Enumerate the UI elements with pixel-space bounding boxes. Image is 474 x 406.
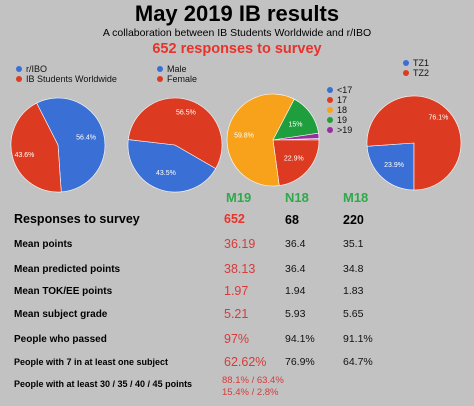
- legend-swatch: [327, 87, 333, 93]
- table-cell: 64.7%: [343, 356, 373, 368]
- legend-entry: IB Students Worldwide: [26, 74, 117, 84]
- legend-swatch: [157, 66, 163, 72]
- row-label: Mean predicted points: [14, 264, 121, 275]
- table-cell: 35.1: [343, 238, 364, 250]
- table-cell: 5.65: [343, 308, 364, 320]
- pie-slice-label: 22.9%: [284, 156, 304, 163]
- legend-swatch: [327, 127, 333, 133]
- pie-slice-label: 56.4%: [76, 135, 96, 142]
- pie-slice-label: 56.5%: [176, 110, 196, 117]
- row-label: Mean TOK/EE points: [14, 286, 113, 297]
- legend-swatch: [327, 97, 333, 103]
- legend-swatch: [403, 60, 409, 66]
- pie-slice-tz2: [366, 95, 462, 191]
- legend-entry: TZ2: [413, 68, 429, 78]
- legend-entry: 19: [337, 115, 347, 125]
- page-title: May 2019 IB results: [134, 1, 340, 26]
- legend-swatch: [16, 66, 22, 72]
- table-cell: 34.8: [343, 263, 364, 275]
- table-cell: 5.93: [285, 308, 306, 320]
- legend-swatch: [327, 107, 333, 113]
- table-cell: 1.83: [343, 285, 364, 297]
- table-cell: 94.1%: [285, 333, 315, 345]
- legend-entry: r/IBO: [26, 64, 47, 74]
- row-label: Mean points: [14, 239, 73, 250]
- pie-slice-label: 59.8%: [234, 132, 254, 139]
- table-cell: 97%: [224, 332, 250, 346]
- pie-slice-17: [272, 139, 320, 186]
- row-label: People who passed: [14, 334, 107, 345]
- legend-swatch: [403, 70, 409, 76]
- pie-slice-r-ibo: [36, 97, 106, 193]
- page-subtitle: A collaboration between IB Students Worl…: [102, 27, 372, 39]
- column-header-n18: N18: [285, 190, 309, 205]
- legend-entry: >19: [337, 125, 352, 135]
- table-cell: 88.1% / 63.4%: [222, 375, 284, 386]
- table-cell: 91.1%: [343, 333, 373, 345]
- table-cell: 36.4: [285, 238, 306, 250]
- legend-entry: TZ1: [413, 58, 429, 68]
- row-label: Responses to survey: [14, 212, 140, 226]
- legend-entry: Female: [167, 74, 197, 84]
- column-header-m19: M19: [226, 190, 252, 205]
- pie-slice-label: 15%: [288, 122, 302, 129]
- row-label: People with at least 30 / 35 / 40 / 45 p…: [14, 379, 193, 389]
- pie-slice-label: 76.1%: [428, 114, 448, 121]
- table-cell: 36.19: [224, 237, 256, 251]
- table-cell: 652: [224, 212, 245, 226]
- legend-entry: 18: [337, 105, 347, 115]
- pie-slice-male: [127, 139, 217, 193]
- legend-swatch: [16, 76, 22, 82]
- table-cell: 68: [285, 213, 299, 227]
- pie-slice-label: 43.6%: [15, 152, 35, 159]
- table-cell: 1.97: [224, 284, 249, 298]
- table-cell: 76.9%: [285, 356, 315, 368]
- table-cell: 62.62%: [224, 355, 267, 369]
- pie-slice-18: [226, 93, 295, 187]
- pie-slice-label: 43.5%: [156, 170, 176, 177]
- table-cell: 36.4: [285, 263, 306, 275]
- table-cell: 15.4% / 2.8%: [222, 387, 279, 398]
- column-header-m18: M18: [343, 190, 369, 205]
- pie-slice-tz1: [366, 142, 415, 191]
- legend-entry: <17: [337, 85, 352, 95]
- table-cell: 1.94: [285, 285, 306, 297]
- responses-banner: 652 responses to survey: [152, 41, 322, 57]
- table-cell: 5.21: [224, 307, 249, 321]
- pie-slice-label: 23.9%: [384, 162, 404, 169]
- legend-swatch: [327, 117, 333, 123]
- pie-slice-ib-students-worldwide: [10, 102, 62, 193]
- legend-swatch: [157, 76, 163, 82]
- table-cell: 38.13: [224, 262, 256, 276]
- legend-entry: 17: [337, 95, 347, 105]
- pie-slice-female: [127, 97, 223, 169]
- pie-slice--19: [272, 132, 320, 141]
- legend-entry: Male: [167, 64, 187, 74]
- row-label: Mean subject grade: [14, 309, 108, 320]
- row-label: People with 7 in at least one subject: [14, 357, 169, 367]
- table-cell: 220: [343, 213, 364, 227]
